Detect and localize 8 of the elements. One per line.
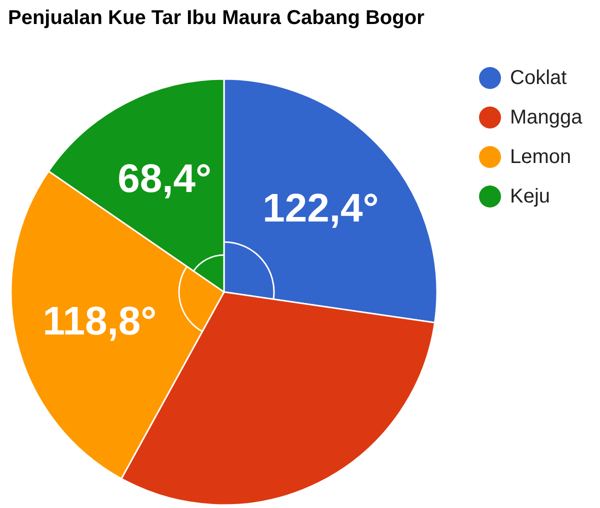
legend-label: Lemon bbox=[510, 146, 572, 168]
text: 122,4° bbox=[262, 186, 379, 230]
legend-label: Keju bbox=[510, 186, 550, 208]
text: 118,8° bbox=[42, 299, 157, 344]
legend-label: Coklat bbox=[510, 67, 568, 89]
chart-title: Penjualan Kue Tar Ibu Maura Cabang Bogor bbox=[8, 7, 425, 29]
text: 68,4° bbox=[118, 156, 212, 201]
legend-label: Mangga bbox=[510, 106, 584, 128]
